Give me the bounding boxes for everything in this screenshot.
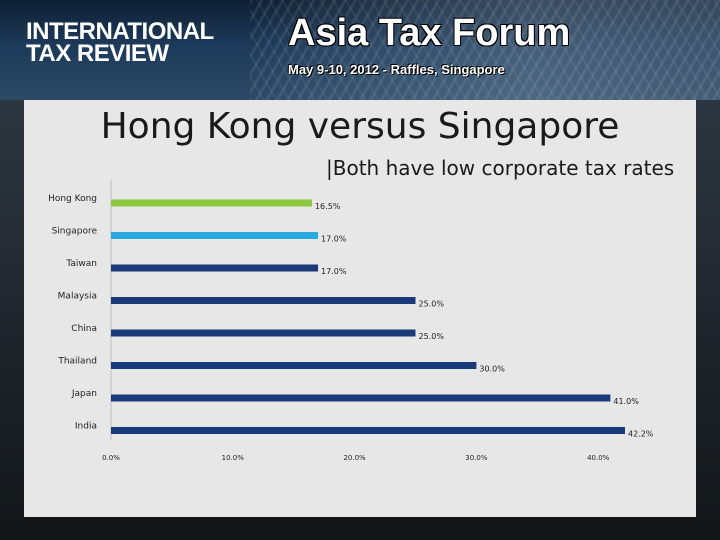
category-label: Malaysia <box>58 292 97 302</box>
value-label: 17.0% <box>321 267 347 276</box>
value-label: 17.0% <box>321 235 347 244</box>
bottom-frame <box>24 517 696 540</box>
value-label: 41.0% <box>613 397 639 406</box>
forum-subtitle: May 9-10, 2012 - Raffles, Singapore <box>288 62 505 77</box>
category-label: India <box>75 422 97 432</box>
logo-line2: TAX REVIEW <box>26 40 169 67</box>
left-frame <box>0 100 24 540</box>
value-label: 16.5% <box>315 202 341 211</box>
right-frame <box>696 100 720 540</box>
x-tick-label: 30.0% <box>465 454 488 462</box>
category-label: Hong Kong <box>48 194 97 204</box>
slide-panel <box>24 100 696 517</box>
category-label: Taiwan <box>65 259 97 269</box>
forum-title: Asia Tax Forum <box>288 12 571 54</box>
value-label: 25.0% <box>419 332 445 341</box>
slide-title: Hong Kong versus Singapore <box>100 106 620 147</box>
bar-malaysia <box>111 297 416 304</box>
bar-thailand <box>111 362 477 369</box>
category-label: Thailand <box>57 357 97 367</box>
bar-singapore <box>111 232 319 239</box>
slide-subtitle: |Both have low corporate tax rates <box>326 156 675 180</box>
category-label: Singapore <box>52 227 98 237</box>
category-label: China <box>71 324 97 334</box>
header-texture <box>250 0 720 100</box>
forum-header: INTERNATIONAL TAX REVIEW Asia Tax Forum … <box>0 0 720 100</box>
x-tick-label: 50.0% <box>698 454 720 462</box>
bar-hong-kong <box>111 199 312 207</box>
x-tick-label: 10.0% <box>222 454 245 462</box>
bar-japan <box>111 394 611 402</box>
category-label: Japan <box>71 389 97 399</box>
bar-taiwan <box>111 264 319 272</box>
value-label: 42.2% <box>628 430 654 439</box>
x-tick-label: 40.0% <box>587 454 610 462</box>
value-label: 25.0% <box>419 300 445 309</box>
x-tick-label: 0.0% <box>102 454 120 462</box>
value-label: 30.0% <box>479 365 505 374</box>
logo-line1: INTERNATIONAL <box>26 18 214 45</box>
bar-india <box>111 427 625 434</box>
x-tick-label: 20.0% <box>343 454 366 462</box>
bar-china <box>111 329 416 337</box>
